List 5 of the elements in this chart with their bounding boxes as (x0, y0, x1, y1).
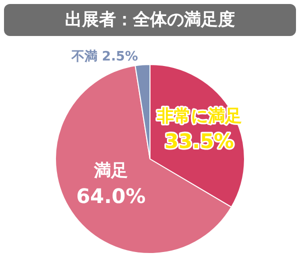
data-label: 33.5% (164, 129, 234, 154)
slice-label: 満足 (92, 160, 128, 181)
data-label: 64.0% (76, 184, 146, 208)
chart-title: 出展者：全体の満足度 (4, 4, 296, 36)
slice-label: 不満 2.5% (70, 50, 138, 65)
